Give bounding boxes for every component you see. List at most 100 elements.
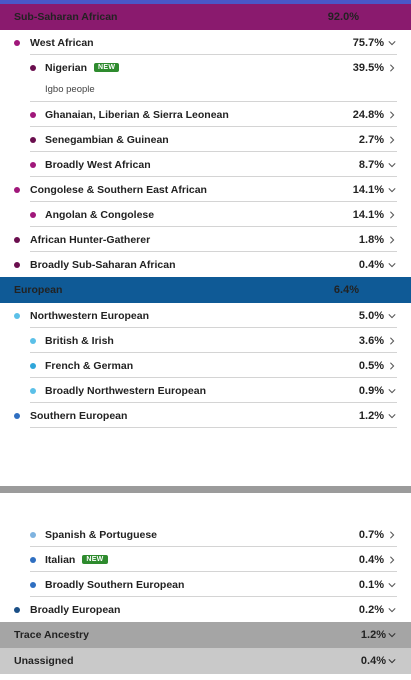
ancestry-row-italian[interactable]: Italian NEW 0.4% — [0, 547, 411, 572]
ancestry-label: Southern European — [30, 409, 128, 422]
ancestry-percent: 75.7% — [352, 36, 384, 49]
ancestry-breakdown-continued: Spanish & Portuguese 0.7% Italian NEW 0.… — [0, 522, 411, 674]
population-note: Igbo people — [0, 80, 411, 102]
ancestry-label: African Hunter-Gatherer — [30, 233, 151, 246]
ancestry-percent: 1.8% — [358, 233, 384, 246]
color-dot — [30, 362, 36, 369]
chevron-right-icon[interactable] — [387, 135, 397, 145]
ancestry-label: Broadly West African — [45, 158, 151, 171]
ancestry-percent: 39.5% — [352, 61, 384, 74]
ancestry-label: Broadly European — [30, 603, 121, 616]
ancestry-row-angolan[interactable]: Angolan & Congolese 14.1% — [0, 202, 411, 227]
ancestry-label: French & German — [45, 359, 134, 372]
chevron-right-icon[interactable] — [387, 530, 397, 540]
ancestry-percent: 14.1% — [352, 208, 384, 221]
ancestry-label: Senegambian & Guinean — [45, 133, 169, 146]
color-dot — [30, 337, 36, 344]
ancestry-label: Broadly Sub-Saharan African — [30, 258, 176, 271]
trace-ancestry-row[interactable]: Trace Ancestry 1.2% — [0, 622, 411, 648]
chevron-right-icon[interactable] — [387, 361, 397, 371]
chevron-right-icon[interactable] — [387, 63, 397, 73]
ancestry-row-southern-european[interactable]: Southern European 1.2% — [0, 403, 411, 428]
color-dot — [14, 236, 20, 243]
color-dot — [30, 161, 36, 168]
ancestry-label: Ghanaian, Liberian & Sierra Leonean — [45, 108, 229, 121]
color-dot — [30, 136, 36, 143]
color-dot — [30, 387, 36, 394]
ancestry-percent: 5.0% — [358, 309, 384, 322]
ancestry-row-senegambian[interactable]: Senegambian & Guinean 2.7% — [0, 127, 411, 152]
chevron-down-icon[interactable] — [387, 38, 397, 48]
ancestry-row-west-african[interactable]: West African 75.7% — [0, 30, 411, 55]
color-dot — [30, 531, 36, 538]
new-badge: NEW — [94, 63, 120, 72]
ancestry-row-ghanaian[interactable]: Ghanaian, Liberian & Sierra Leonean 24.8… — [0, 102, 411, 127]
chevron-right-icon[interactable] — [387, 110, 397, 120]
ancestry-row-nigerian[interactable]: Nigerian NEW 39.5% — [0, 55, 411, 80]
ancestry-row-broadly-northwestern[interactable]: Broadly Northwestern European 0.9% — [0, 378, 411, 403]
region-percent: 6.4% — [333, 284, 359, 296]
ancestry-row-broadly-southern[interactable]: Broadly Southern European 0.1% — [0, 572, 411, 597]
ancestry-label: West African — [30, 36, 94, 49]
ancestry-label: Northwestern European — [30, 309, 150, 322]
ancestry-percent: 24.8% — [352, 108, 384, 121]
top-accent-bar — [0, 0, 411, 4]
color-dot — [30, 581, 36, 588]
color-dot — [14, 186, 20, 193]
ancestry-label: Nigerian — [45, 61, 88, 74]
unassigned-row[interactable]: Unassigned 0.4% — [0, 648, 411, 674]
region-percent: 92.0% — [327, 11, 359, 23]
ancestry-row-broadly-west-african[interactable]: Broadly West African 8.7% — [0, 152, 411, 177]
ancestry-label: Angolan & Congolese — [45, 208, 155, 221]
region-header-sub-saharan[interactable]: Sub-Saharan African 92.0% — [0, 4, 411, 30]
ancestry-label: Spanish & Portuguese — [45, 528, 158, 541]
chevron-down-icon[interactable] — [387, 605, 397, 615]
chevron-down-icon[interactable] — [387, 160, 397, 170]
chevron-right-icon[interactable] — [387, 235, 397, 245]
chevron-down-icon[interactable] — [387, 630, 397, 640]
ancestry-row-broadly-sub-saharan[interactable]: Broadly Sub-Saharan African 0.4% — [0, 252, 411, 277]
population-note-text: Igbo people — [45, 84, 95, 95]
color-dot — [30, 211, 36, 218]
ancestry-percent: 0.5% — [358, 359, 384, 372]
chevron-down-icon[interactable] — [387, 311, 397, 321]
chevron-down-icon[interactable] — [387, 580, 397, 590]
chevron-down-icon[interactable] — [387, 656, 397, 666]
ancestry-row-french-german[interactable]: French & German 0.5% — [0, 353, 411, 378]
ancestry-row-broadly-european[interactable]: Broadly European 0.2% — [0, 597, 411, 622]
region-header-european[interactable]: European 6.4% — [0, 277, 411, 303]
ancestry-label: Broadly Northwestern European — [45, 384, 207, 397]
chevron-right-icon[interactable] — [387, 555, 397, 565]
chevron-down-icon[interactable] — [387, 411, 397, 421]
color-dot — [14, 261, 20, 268]
ancestry-percent: 14.1% — [352, 183, 384, 196]
ancestry-label: Broadly Southern European — [45, 578, 185, 591]
ancestry-row-northwestern-european[interactable]: Northwestern European 5.0% — [0, 303, 411, 328]
unassigned-label: Unassigned — [14, 655, 74, 667]
chevron-down-icon[interactable] — [387, 386, 397, 396]
ancestry-row-british-irish[interactable]: British & Irish 3.6% — [0, 328, 411, 353]
ancestry-row-spanish-portuguese[interactable]: Spanish & Portuguese 0.7% — [0, 522, 411, 547]
region-label: Sub-Saharan African — [14, 11, 118, 23]
chevron-down-icon[interactable] — [387, 260, 397, 270]
ancestry-percent: 2.7% — [358, 133, 384, 146]
color-dot — [14, 39, 20, 46]
color-dot — [30, 64, 36, 71]
chevron-down-icon[interactable] — [387, 185, 397, 195]
ancestry-label: British & Irish — [45, 334, 114, 347]
color-dot — [14, 606, 20, 613]
chevron-right-icon[interactable] — [387, 336, 397, 346]
color-dot — [14, 312, 20, 319]
ancestry-percent: 0.2% — [358, 603, 384, 616]
ancestry-percent: 0.9% — [358, 384, 384, 397]
ancestry-breakdown-list: Sub-Saharan African 92.0% West African 7… — [0, 4, 411, 428]
ancestry-percent: 1.2% — [358, 409, 384, 422]
ancestry-label: Italian — [45, 553, 76, 566]
region-label: European — [14, 284, 63, 296]
section-divider — [0, 486, 411, 493]
ancestry-row-hunter-gatherer[interactable]: African Hunter-Gatherer 1.8% — [0, 227, 411, 252]
ancestry-row-congolese-southern-east-african[interactable]: Congolese & Southern East African 14.1% — [0, 177, 411, 202]
chevron-right-icon[interactable] — [387, 210, 397, 220]
new-badge: NEW — [82, 555, 108, 564]
unassigned-percent: 0.4% — [360, 655, 386, 667]
